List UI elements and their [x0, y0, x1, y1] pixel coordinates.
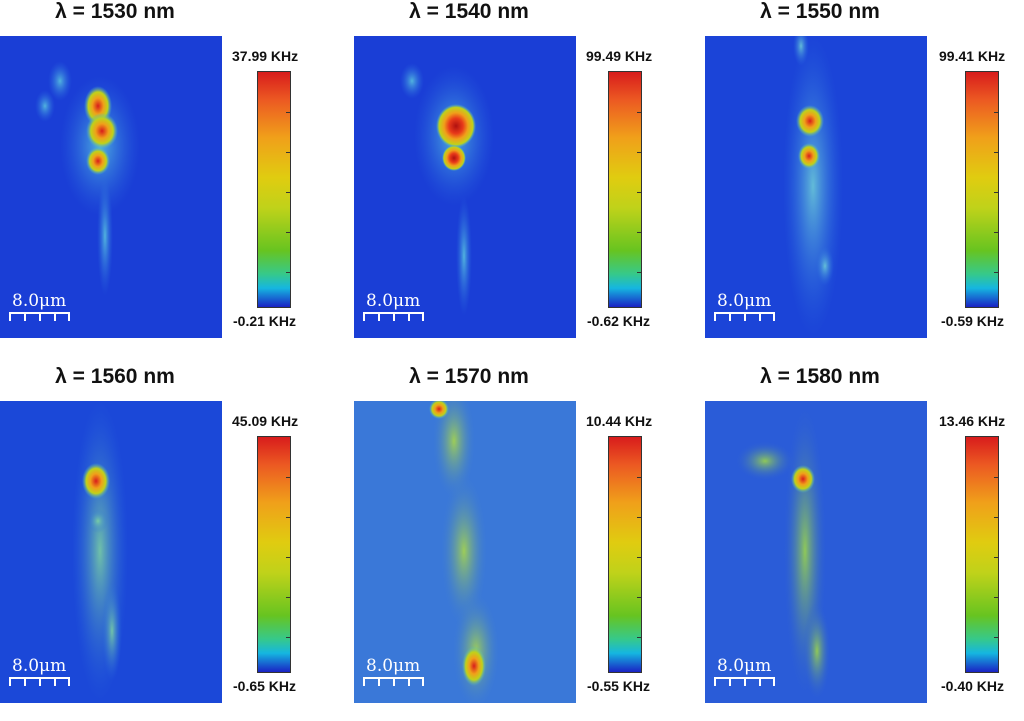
scale-label: 8.0μm	[366, 656, 421, 676]
colorbar-min: -0.21 KHz	[233, 313, 297, 329]
scale-label: 8.0μm	[12, 291, 67, 311]
scale-label: 8.0μm	[717, 291, 772, 311]
colorbar-min: -0.59 KHz	[941, 313, 1005, 329]
intensity-map: 8.0μm	[0, 401, 222, 703]
colorbar-max: 99.41 KHz	[939, 48, 1006, 64]
scale-label: 8.0μm	[717, 656, 772, 676]
map-image	[735, 401, 831, 701]
panel-title: λ = 1550 nm	[760, 0, 880, 23]
colorbar	[965, 436, 999, 673]
panel-1570: λ = 1570 nm 8.0μm 10.44 KHz -0.55 KHz	[354, 365, 694, 721]
panel-1560: λ = 1560 nm 8.0μm 45.09 KHz -0.65 KHz	[0, 365, 340, 721]
panel-1540: λ = 1540 nm 8.0μm 99.49 KHz -0.62 KHz	[354, 0, 694, 356]
colorbar-min: -0.62 KHz	[587, 313, 651, 329]
scale-label: 8.0μm	[12, 656, 67, 676]
intensity-map: 8.0μm	[354, 36, 576, 338]
intensity-map: 8.0μm	[705, 36, 927, 338]
panel-title: λ = 1530 nm	[55, 0, 175, 23]
scale-bar: 8.0μm	[9, 656, 70, 687]
map-image	[783, 36, 843, 336]
panel-1530: λ = 1530 nm 8.0μm 37.99 KHz -0.21 KHz	[0, 0, 340, 356]
map-image	[72, 401, 128, 701]
colorbar	[608, 71, 642, 308]
colorbar-max: 45.09 KHz	[232, 413, 299, 429]
colorbar-max: 37.99 KHz	[232, 48, 299, 64]
map-image	[400, 63, 494, 316]
colorbar	[257, 436, 291, 673]
scale-bar: 8.0μm	[714, 656, 775, 687]
map-image	[35, 61, 140, 296]
panel-title: λ = 1570 nm	[409, 365, 529, 388]
panel-title: λ = 1540 nm	[409, 0, 529, 23]
colorbar-min: -0.65 KHz	[233, 678, 297, 694]
intensity-map: 8.0μm	[354, 401, 576, 703]
colorbar-min: -0.55 KHz	[587, 678, 651, 694]
panel-title: λ = 1580 nm	[760, 365, 880, 388]
colorbar-max: 10.44 KHz	[586, 413, 653, 429]
colorbar	[965, 71, 999, 308]
intensity-map: 8.0μm	[705, 401, 927, 703]
intensity-map: 8.0μm	[0, 36, 222, 338]
colorbar-min: -0.40 KHz	[941, 678, 1005, 694]
scale-bar: 8.0μm	[363, 656, 424, 687]
colorbar-max: 13.46 KHz	[939, 413, 1006, 429]
map-image	[429, 401, 500, 703]
panel-title: λ = 1560 nm	[55, 365, 175, 388]
colorbar-max: 99.49 KHz	[586, 48, 653, 64]
panel-1550: λ = 1550 nm 8.0μm 99.41 KHz -0.59 KHz	[705, 0, 1024, 356]
scale-bar: 8.0μm	[714, 291, 775, 322]
scale-bar: 8.0μm	[9, 291, 70, 322]
colorbar	[257, 71, 291, 308]
scale-label: 8.0μm	[366, 291, 421, 311]
panel-1580: λ = 1580 nm 8.0μm 13.46 KHz -0.40 KHz	[705, 365, 1024, 721]
scale-bar: 8.0μm	[363, 291, 424, 322]
colorbar	[608, 436, 642, 673]
